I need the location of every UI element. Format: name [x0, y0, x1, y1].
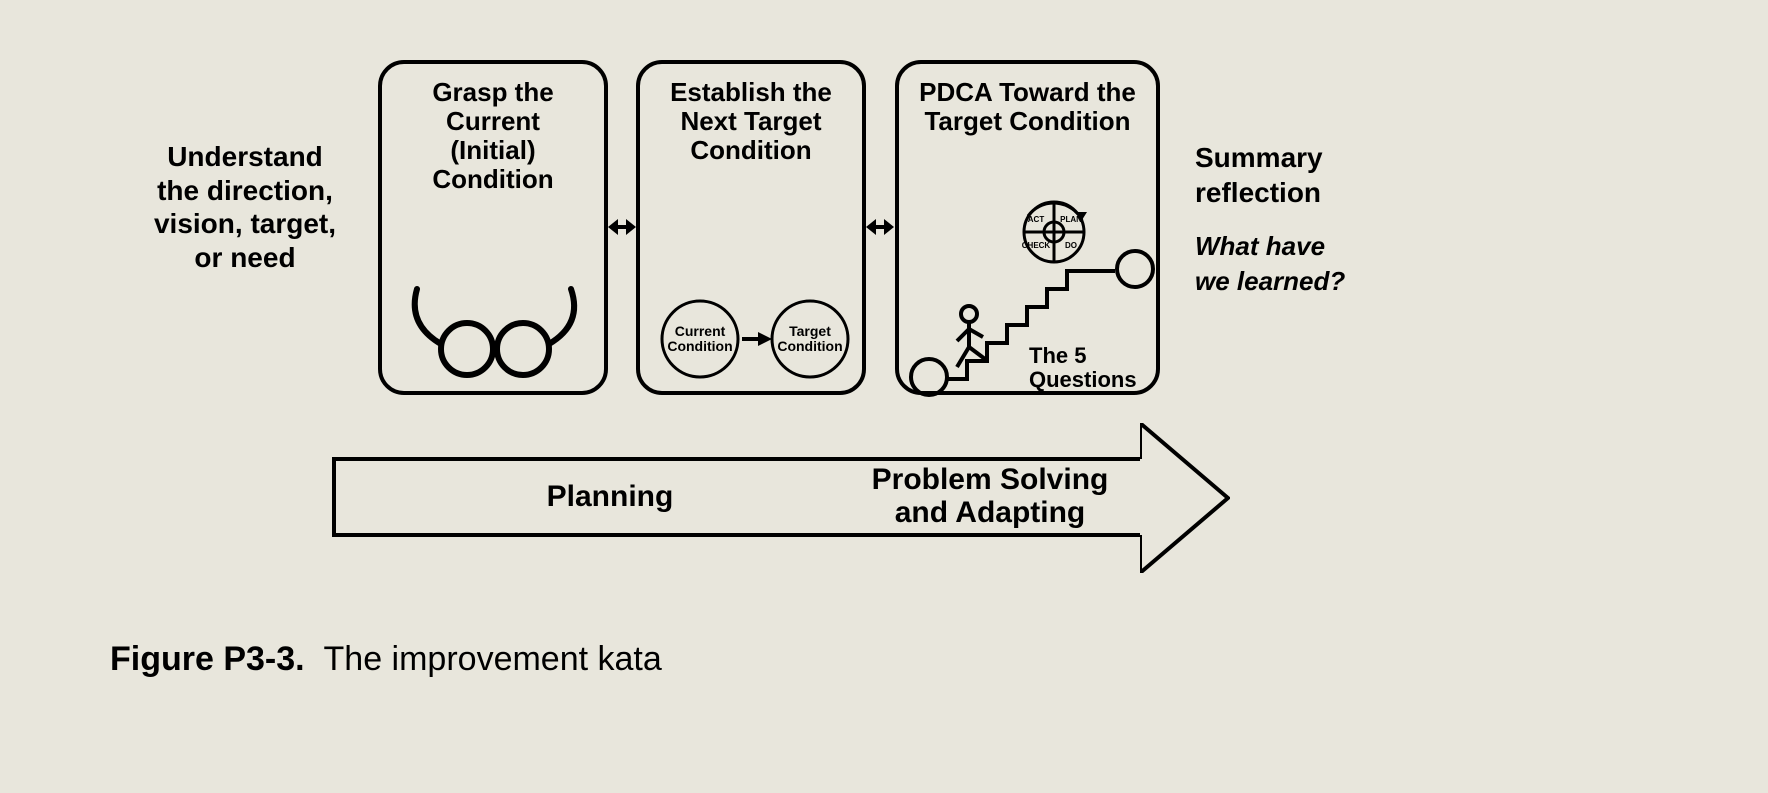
svg-text:PLAN: PLAN — [1060, 215, 1082, 224]
caption-prefix: Figure P3-3. — [110, 640, 305, 678]
current-condition-label: CurrentCondition — [662, 324, 738, 353]
caption-text: The improvement kata — [324, 640, 662, 678]
arrow-band-head — [1140, 423, 1230, 573]
right-title: Summaryreflection — [1195, 142, 1323, 208]
connector-1 — [608, 215, 636, 239]
svg-text:ACT: ACT — [1028, 215, 1045, 224]
connector-2 — [866, 215, 894, 239]
box-establish: Establish theNext TargetCondition Curren… — [636, 60, 866, 395]
improvement-kata-diagram: Understandthe direction,vision, target,o… — [0, 0, 1768, 793]
target-condition-label: TargetCondition — [772, 324, 848, 353]
box-grasp-title: Grasp theCurrent(Initial)Condition — [382, 78, 604, 194]
left-label-text: Understandthe direction,vision, target,o… — [154, 141, 336, 273]
five-questions-label: The 5Questions — [1029, 344, 1159, 392]
box-grasp: Grasp theCurrent(Initial)Condition — [378, 60, 608, 395]
band-label-solving: Problem Solvingand Adapting — [840, 463, 1140, 529]
box-pdca-title: PDCA Toward theTarget Condition — [899, 78, 1156, 136]
figure-caption: Figure P3-3. The improvement kata — [110, 640, 662, 679]
band-label-planning: Planning — [500, 480, 720, 513]
glasses-icon — [407, 274, 587, 384]
left-label: Understandthe direction,vision, target,o… — [130, 140, 360, 274]
box-establish-title: Establish theNext TargetCondition — [640, 78, 862, 165]
right-sub: What havewe learned? — [1195, 231, 1345, 296]
box-pdca: PDCA Toward theTarget Condition ACT PLAN… — [895, 60, 1160, 395]
right-label: Summaryreflection What havewe learned? — [1195, 140, 1435, 298]
